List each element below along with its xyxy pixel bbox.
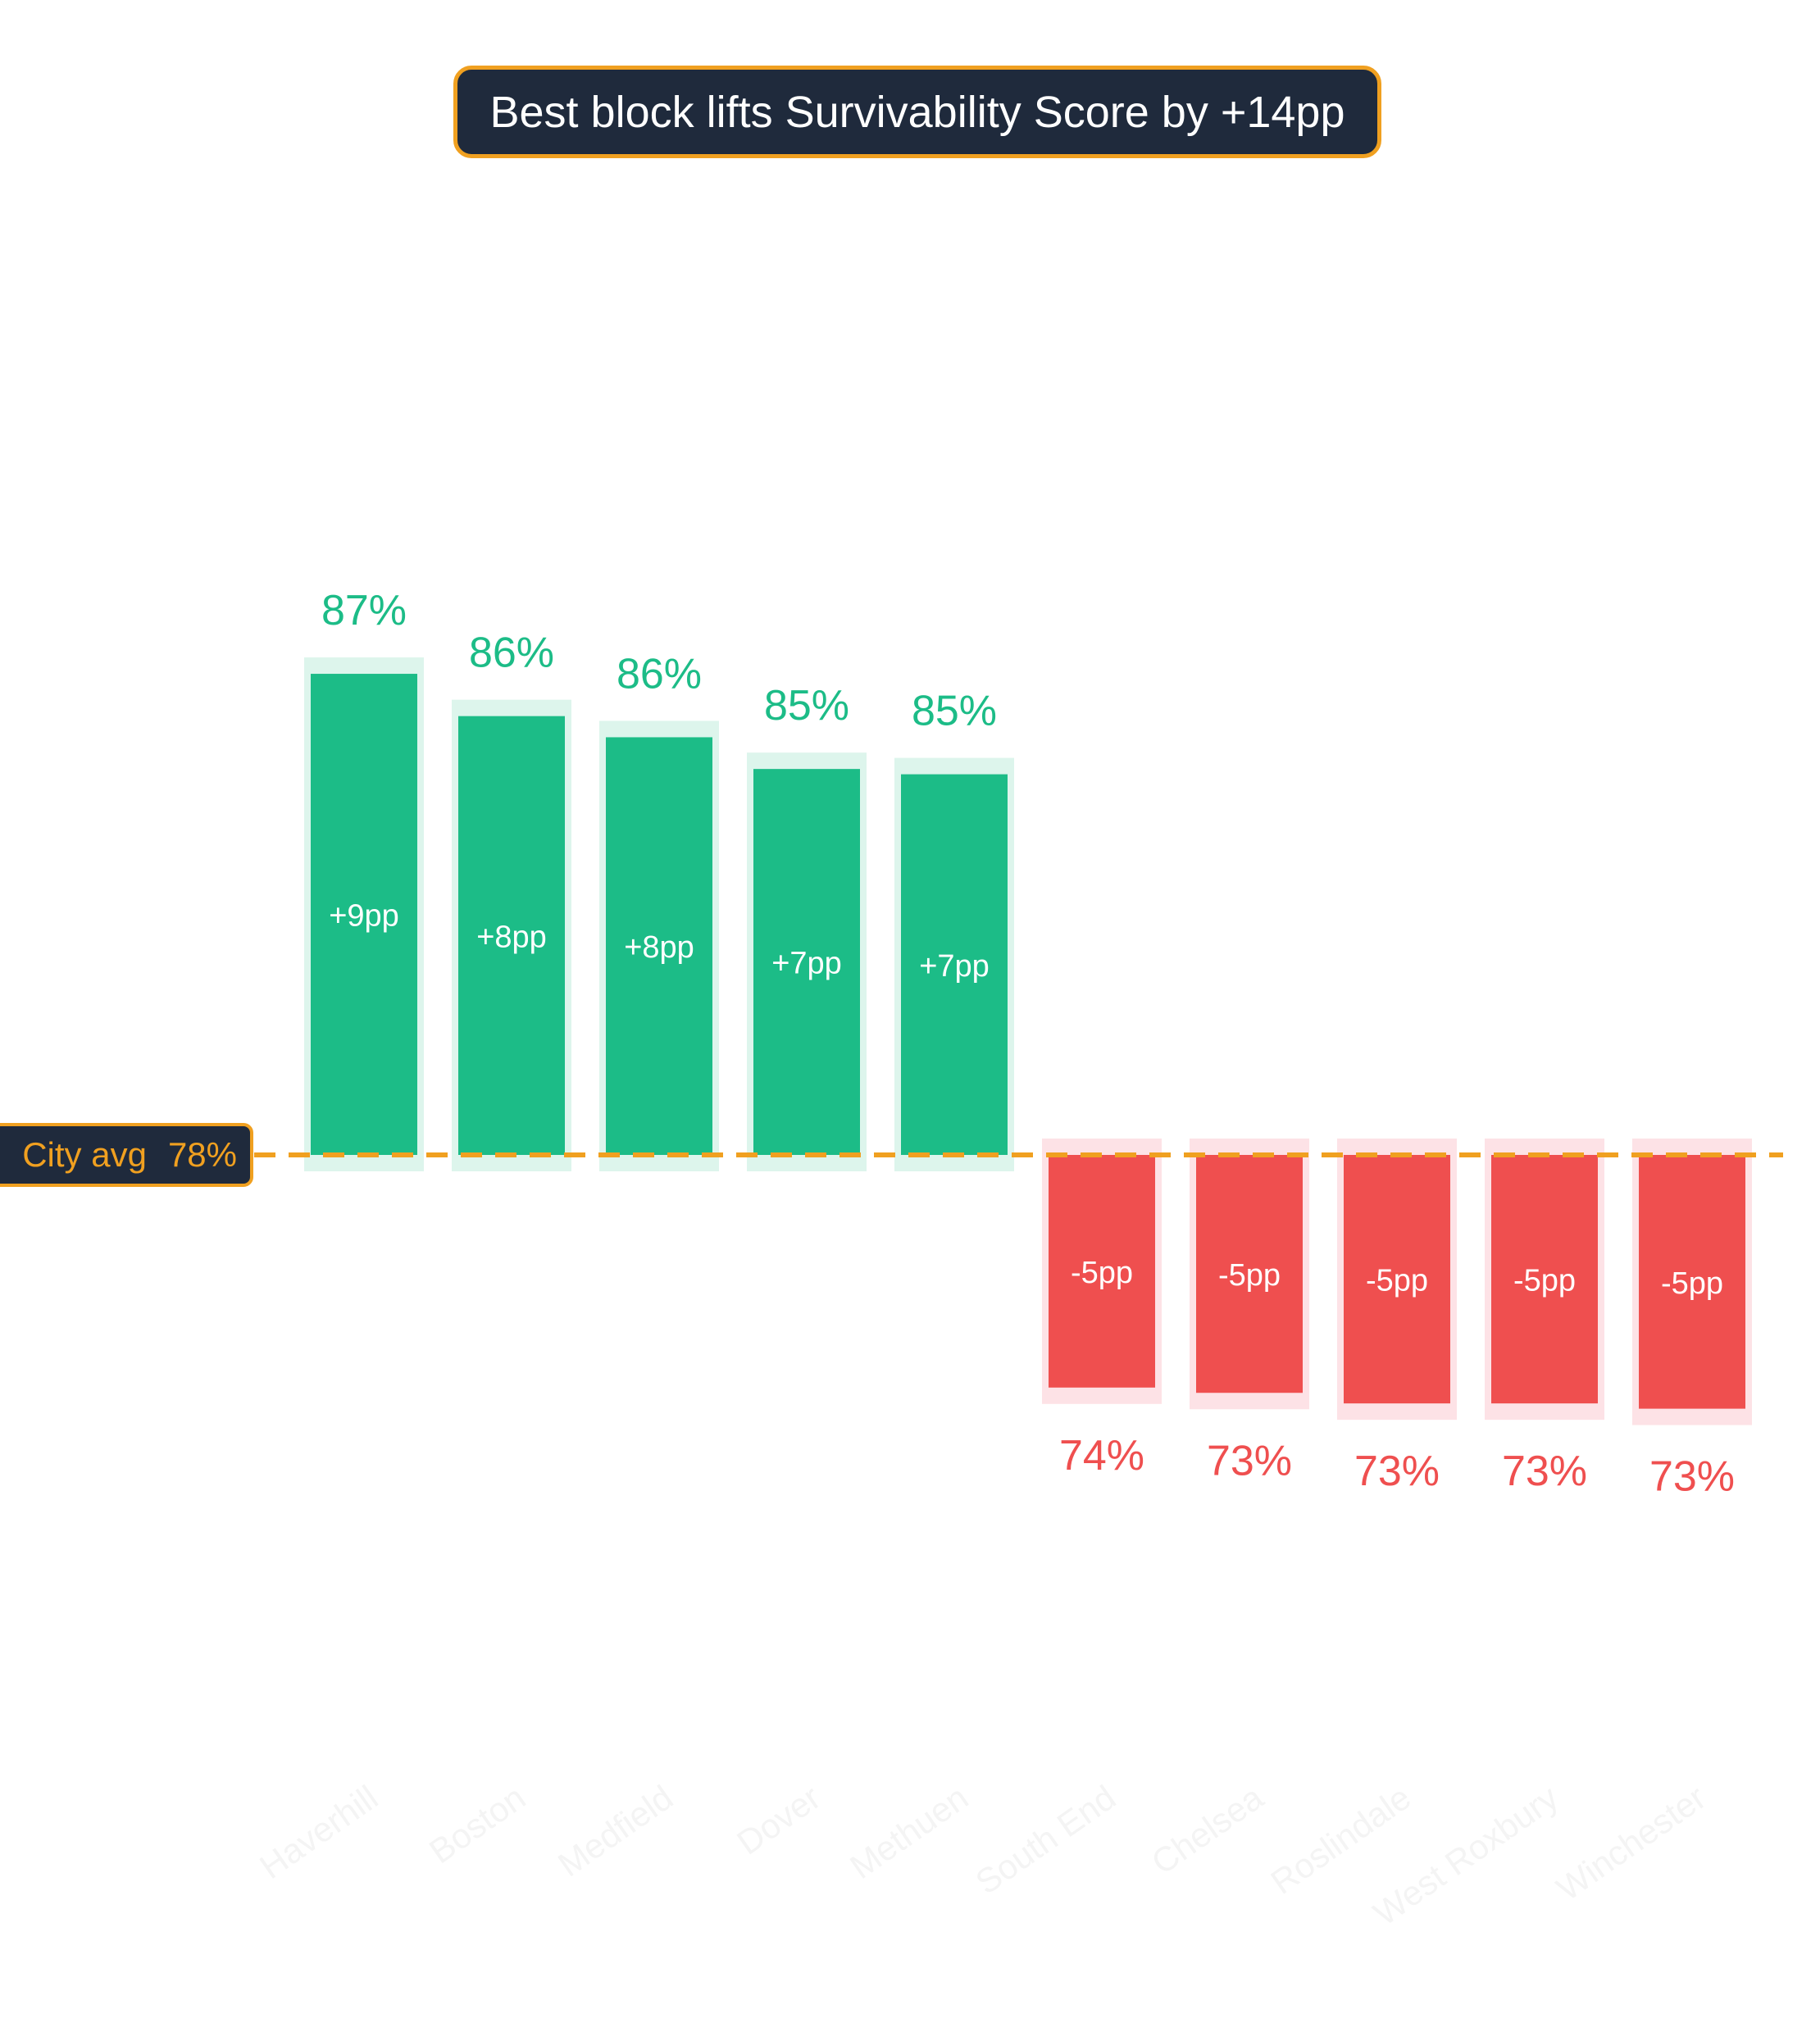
category-label-layer: Haverhill Boston Medfield Dover MethuenSouth… (253, 1778, 1713, 1934)
value-label-9: 73% (1502, 1448, 1587, 1495)
bar-south-end (1049, 1155, 1155, 1388)
value-label-2: 86% (469, 630, 554, 677)
city-average-value: 78% (167, 1135, 237, 1174)
bar-haverhill (311, 674, 417, 1155)
value-label-10: 73% (1649, 1453, 1735, 1501)
value-label-7: 73% (1207, 1437, 1292, 1484)
delta-label-layer: +9pp +8pp +8pp +7pp +7pp -5pp -5pp -5pp -5pp -5pp (329, 899, 1723, 1301)
delta-label-2: +8pp (476, 920, 547, 954)
bar-roslindale (1344, 1155, 1450, 1404)
bar-layer (311, 674, 1745, 1409)
value-label-3: 86% (617, 650, 702, 698)
city-average-badge: City avg 78% (0, 1123, 253, 1187)
chart-title: Best block lifts Survivability Score by … (453, 66, 1381, 158)
delta-label-4: +7pp (771, 947, 842, 981)
bar-methuen (901, 774, 1008, 1155)
delta-label-3: +8pp (624, 930, 694, 965)
delta-label-7: -5pp (1218, 1258, 1281, 1293)
delta-label-8: -5pp (1366, 1264, 1428, 1298)
delta-label-6: -5pp (1071, 1256, 1133, 1290)
city-average-label: City avg (22, 1135, 147, 1174)
value-label-5: 85% (912, 688, 997, 735)
category-label-10: Winchester (1549, 1778, 1713, 1908)
bar-boston (458, 716, 565, 1155)
category-label-5: Methuen (843, 1778, 975, 1886)
category-label-3: Medfield (551, 1778, 680, 1884)
bar-dover (753, 769, 860, 1155)
delta-label-9: -5pp (1513, 1264, 1576, 1298)
category-label-6: South End (969, 1778, 1123, 1902)
value-label-8: 73% (1354, 1448, 1440, 1495)
value-label-1: 87% (321, 587, 407, 634)
category-label-4: Dover (730, 1778, 827, 1862)
value-label-4: 85% (764, 682, 849, 730)
bar-chelsea (1196, 1155, 1303, 1393)
bar-medfield (606, 737, 712, 1155)
delta-label-10: -5pp (1661, 1266, 1723, 1301)
bar-winchester (1639, 1155, 1745, 1409)
value-label-6: 74% (1059, 1432, 1144, 1480)
category-label-2: Boston (422, 1778, 532, 1871)
bar-west-roxbury (1491, 1155, 1598, 1404)
value-label-layer: 87% 86% 86% 85% 85% 74% 73% 73% 73% 73% (321, 587, 1735, 1501)
category-label-7: Chelsea (1144, 1778, 1271, 1882)
category-label-1: Haverhill (253, 1778, 384, 1886)
delta-label-5: +7pp (919, 949, 990, 984)
delta-label-1: +9pp (329, 899, 399, 934)
